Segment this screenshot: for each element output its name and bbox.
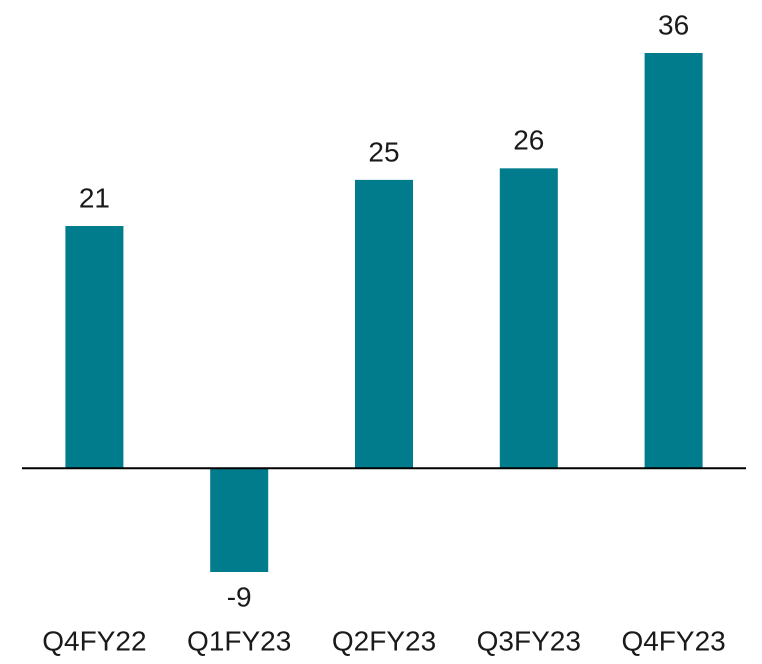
value-label: -9 (227, 581, 252, 612)
bar (644, 53, 703, 469)
x-tick-label: Q3FY23 (477, 625, 581, 656)
bar (65, 226, 124, 469)
x-tick-label: Q4FY22 (42, 625, 146, 656)
bar (210, 468, 269, 572)
value-label: 36 (658, 9, 689, 40)
value-label: 25 (368, 136, 399, 167)
value-label: 26 (513, 125, 544, 156)
bar (499, 168, 558, 469)
x-tick-label: Q4FY23 (621, 625, 725, 656)
value-label: 21 (79, 182, 110, 213)
x-tick-label: Q2FY23 (332, 625, 436, 656)
bar (355, 179, 413, 469)
x-tick-label: Q1FY23 (187, 625, 291, 656)
